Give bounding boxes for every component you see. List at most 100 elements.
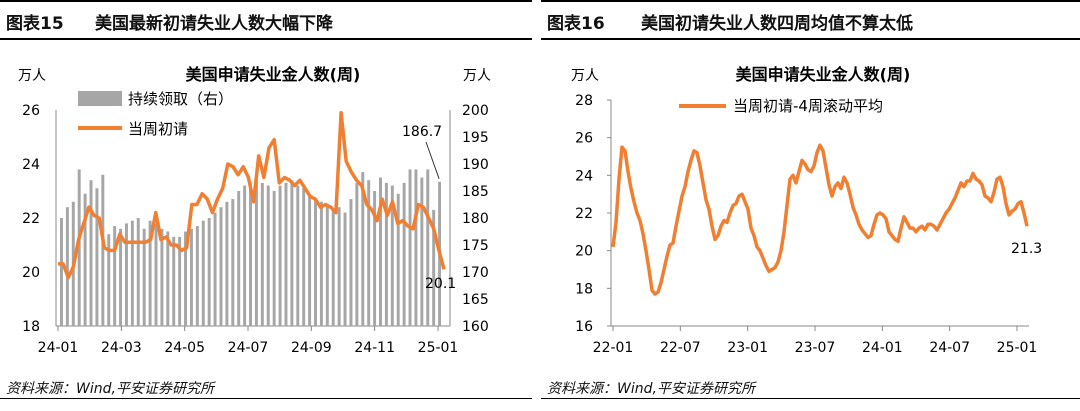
continuing-claims-bar [130,220,134,326]
continuing-claims-bar [101,174,105,326]
continuing-claims-bar [184,231,188,326]
continuing-claims-bar [367,180,371,326]
initial-claims-chart: 美国申请失业金人数(周) 万人 万人 18 20 22 24 26 160 165 170 175 18… [18,65,491,356]
continuing-claims-bar [396,193,400,326]
continuing-claims-bar [154,223,158,326]
x-tick-label: 25-01 [418,340,459,356]
continuing-claims-bar [260,182,264,326]
legend-bar-swatch [78,91,122,106]
right-tick-label: 165 [462,292,489,308]
x-tick-label: 24-07 [228,340,269,356]
right-tick-label: 160 [462,319,489,335]
x-tick-label: 24-07 [929,340,970,356]
continuing-claims-bar [314,199,317,326]
continuing-claims-bar [308,196,312,326]
y-tick-label: 26 [575,131,593,147]
continuing-claims-bar [284,182,288,326]
x-tick-label: 24-11 [354,340,395,356]
continuing-claims-bar [290,180,294,326]
figure-15-bottom-rule [0,398,532,399]
continuing-claims-bar [136,218,140,326]
continuing-claims-bar [302,188,306,326]
continuing-claims-bar [402,182,406,326]
continuing-claims-bar [172,236,176,326]
continuing-claims-bar [65,207,69,326]
continuing-claims-bar [420,177,424,326]
y-axis-unit: 万人 [571,68,599,84]
continuing-claims-bar [325,204,329,326]
initial-claims-line [58,110,446,280]
continuing-claims-bar [278,185,282,326]
continuing-claims-bar [225,201,229,326]
continuing-claims-bar [414,169,418,326]
continuing-claims-bar [160,228,164,326]
continuing-claims-bar [142,228,146,326]
figure-16-source: 资料来源：Wind,平安证券研究所 [547,381,755,397]
legend-line-label: 当周初请-4周滚动平均 [733,97,883,115]
figure-16-bottom-rule [541,398,1080,399]
continuing-claims-bar [219,207,223,326]
y-tick-label: 18 [575,281,593,297]
left-axis-unit: 万人 [18,68,46,84]
continuing-claims-bar [390,185,394,326]
left-tick-label: 20 [22,265,40,281]
continuing-claims-bar [77,169,81,326]
continuing-claims-bar [432,209,436,326]
x-tick-label: 23-01 [727,340,768,356]
last-bar-value-label: 186.7 [402,124,442,140]
figure-16-header: 图表16 美国初请失业人数四周均值不算太低 [541,0,1080,40]
continuing-claims-bar [331,209,335,326]
continuing-claims-bar [89,180,93,326]
x-tick-label: 24-05 [164,340,205,356]
continuing-claims-bar [107,234,111,326]
y-tick-label: 28 [575,93,593,109]
left-tick-label: 22 [22,211,40,227]
x-tick-label: 22-01 [593,340,634,356]
chart-2-title: 美国申请失业金人数(周) [736,65,911,84]
continuing-claims-bar [243,185,247,326]
continuing-claims-bar [237,191,241,326]
continuing-claims-bar [343,212,347,326]
continuing-claims-bar [319,201,323,326]
continuing-claims-bar [195,226,199,326]
figure-16-title: 美国初请失业人数四周均值不算太低 [641,14,913,34]
continuing-claims-bar [361,172,365,326]
right-tick-label: 175 [462,238,489,254]
legend-line-label: 当周初请 [128,120,188,138]
continuing-claims-bar [272,191,276,326]
last-line-value-label: 20.1 [425,276,456,292]
figure-15-source: 资料来源：Wind,平安证券研究所 [6,381,214,397]
continuing-claims-bar [266,185,270,326]
continuing-claims-bar [213,212,217,326]
right-tick-label: 195 [462,130,489,146]
continuing-claims-bar [249,182,252,326]
right-tick-label: 185 [462,184,489,200]
left-tick-label: 26 [22,103,40,119]
continuing-claims-bar [60,218,63,326]
x-tick-label: 22-07 [660,340,701,356]
right-tick-label: 170 [462,265,489,281]
figure-15-number: 图表15 [6,14,64,34]
left-tick-label: 18 [22,319,40,335]
y-tick-label: 22 [575,206,593,222]
last-bar-leader-line [425,141,440,179]
y-tick-label: 20 [575,244,593,260]
y-tick-label: 24 [575,168,593,184]
continuing-claims-bar [201,220,205,326]
last-value-label: 21.3 [1011,241,1042,257]
continuing-claims-bar [83,193,87,326]
right-axis-unit: 万人 [463,68,491,84]
continuing-claims-bar [254,180,258,326]
continuing-claims-bar [207,218,211,326]
continuing-claims-bar [124,223,128,326]
continuing-claims-bar [408,169,412,326]
x-tick-label: 24-01 [862,340,903,356]
continuing-claims-bar [113,226,117,326]
continuing-claims-bar [373,191,377,326]
continuing-claims-bar [337,207,341,326]
continuing-claims-bar [426,169,430,326]
continuing-claims-bar [189,228,193,326]
y-tick-label: 16 [575,319,593,335]
continuing-claims-bar [296,185,300,326]
four-week-average-chart: 美国申请失业金人数(周) 万人 16 18 20 22 24 26 28 22-01 22-07 23… [571,65,1042,356]
